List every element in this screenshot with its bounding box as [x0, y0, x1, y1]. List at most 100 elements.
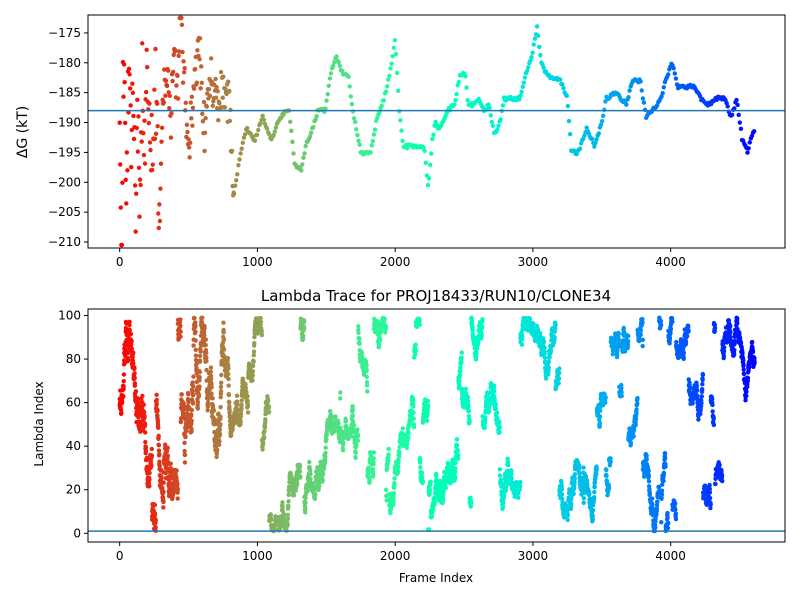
- lambda-point: [647, 491, 653, 497]
- free-energy-point: [596, 131, 601, 136]
- lambda-point: [713, 481, 718, 487]
- free-energy-point: [128, 103, 133, 108]
- free-energy-point: [429, 151, 434, 156]
- lambda-point: [503, 488, 509, 493]
- lambda-point: [148, 458, 154, 464]
- lambda-point: [127, 328, 132, 333]
- free-energy-point: [179, 22, 185, 28]
- lambda-point: [286, 492, 291, 498]
- lambda-point: [518, 479, 523, 485]
- lambda-point: [226, 383, 231, 388]
- free-energy-axes-frame: [87, 14, 786, 249]
- lambda-point: [646, 479, 652, 484]
- lambda-point: [459, 350, 464, 355]
- lambda-point: [516, 491, 521, 496]
- free-energy-point: [561, 85, 566, 91]
- lambda-point: [700, 377, 705, 383]
- lambda-point: [700, 372, 706, 378]
- free-energy-point: [425, 182, 431, 188]
- lambda-point: [585, 481, 590, 486]
- lambda-point: [392, 480, 397, 486]
- lambda-point: [500, 504, 506, 510]
- lambda-point: [149, 453, 155, 458]
- lambda-point: [338, 390, 343, 395]
- free-energy-point: [235, 172, 240, 177]
- free-energy-point: [323, 106, 328, 111]
- free-energy-point: [168, 135, 174, 140]
- lambda-point: [193, 338, 198, 343]
- lambda-point: [193, 353, 199, 358]
- free-energy-point: [394, 70, 400, 76]
- free-energy-point: [594, 137, 599, 142]
- lambda-point: [364, 368, 369, 373]
- lambda-point: [282, 516, 287, 522]
- lambda-point: [466, 413, 472, 419]
- free-energy-point: [190, 105, 196, 111]
- free-energy-point: [368, 150, 373, 155]
- lambda-point: [175, 481, 180, 486]
- free-energy-y-tick-label: −190: [48, 116, 81, 130]
- lambda-point: [603, 400, 608, 405]
- free-energy-point: [129, 164, 134, 170]
- lambda-point: [239, 406, 244, 411]
- lambda-point: [417, 318, 422, 324]
- lambda-point: [193, 323, 198, 329]
- free-energy-point: [188, 100, 193, 105]
- lambda-point: [728, 323, 733, 329]
- lambda-point: [559, 492, 565, 497]
- lambda-point: [179, 392, 184, 397]
- free-energy-point: [426, 176, 432, 181]
- lambda-point: [378, 328, 384, 334]
- free-energy-point: [198, 86, 203, 91]
- lambda-point: [365, 389, 370, 394]
- lambda-point: [728, 334, 733, 340]
- free-energy-point: [245, 125, 250, 131]
- lambda-point: [194, 365, 199, 371]
- lambda-point: [221, 320, 226, 325]
- lambda-point: [239, 402, 244, 408]
- free-energy-point: [217, 101, 222, 106]
- lambda-point: [376, 342, 382, 347]
- free-energy-point: [174, 83, 179, 88]
- lambda-point: [458, 368, 463, 374]
- lambda-point: [559, 496, 565, 501]
- lambda-point: [497, 419, 502, 425]
- lambda-point: [141, 409, 147, 415]
- free-energy-point: [164, 83, 170, 89]
- lambda-point: [659, 482, 665, 487]
- lambda-point: [687, 381, 692, 387]
- lambda-point: [234, 393, 240, 398]
- free-energy-point: [213, 76, 218, 82]
- lambda-point: [320, 478, 325, 483]
- free-energy-point: [215, 89, 220, 94]
- free-energy-point: [521, 80, 527, 85]
- free-energy-point: [216, 117, 221, 123]
- lambda-point: [298, 474, 303, 479]
- free-energy-point: [138, 182, 143, 188]
- free-energy-point: [496, 123, 501, 129]
- free-energy-y-tick-label: −200: [48, 175, 81, 189]
- lambda-point: [694, 388, 700, 393]
- lambda-point: [644, 453, 649, 458]
- free-energy-point: [346, 74, 351, 79]
- free-energy-point: [524, 68, 530, 74]
- lambda-point: [168, 461, 173, 466]
- lambda-point: [542, 345, 547, 350]
- lambda-point: [197, 374, 202, 380]
- lambda-point: [622, 349, 628, 354]
- free-energy-point: [356, 138, 361, 144]
- lambda-point: [210, 396, 215, 401]
- lambda-point: [411, 404, 416, 409]
- lambda-point: [305, 488, 310, 494]
- lambda-point: [634, 407, 639, 412]
- lambda-point: [493, 401, 498, 407]
- lambda-point: [568, 506, 574, 511]
- lambda-point: [202, 333, 207, 338]
- lambda-point: [258, 316, 263, 321]
- lambda-point: [587, 491, 592, 496]
- free-energy-point: [167, 93, 173, 99]
- lambda-point: [519, 342, 525, 347]
- lambda-point: [662, 451, 668, 456]
- free-energy-point: [567, 131, 573, 137]
